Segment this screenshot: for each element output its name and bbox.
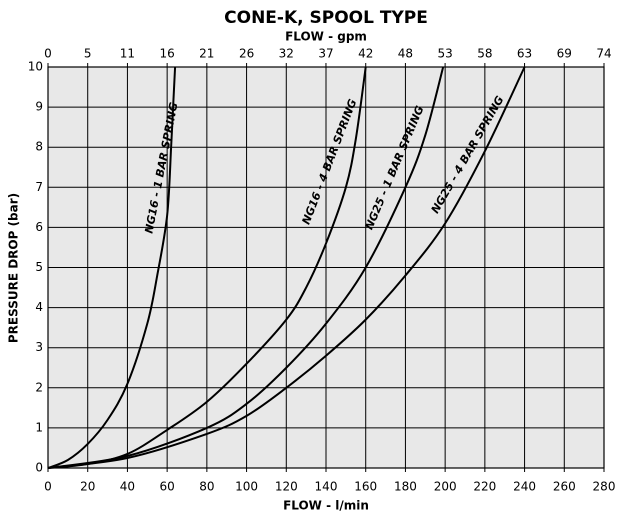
y-tick-label: 7	[35, 180, 43, 194]
y-axis-label: PRESSURE DROP (bar)	[7, 193, 21, 343]
x-tick-label: 100	[235, 480, 258, 494]
chart-title: CONE-K, SPOOL TYPE	[224, 8, 428, 28]
x2-tick-label: 69	[557, 47, 572, 61]
x2-tick-label: 32	[279, 47, 294, 61]
x2-tick-label: 21	[199, 47, 214, 61]
x-tick-label: 160	[354, 480, 377, 494]
x-tick-label: 40	[120, 480, 135, 494]
x-tick-label: 20	[80, 480, 95, 494]
x2-tick-label: 11	[120, 47, 135, 61]
y-tick-label: 10	[28, 60, 43, 74]
y-tick-label: 3	[35, 340, 43, 354]
x-tick-label: 200	[434, 480, 457, 494]
x2-tick-label: 37	[318, 47, 333, 61]
y-tick-label: 2	[35, 380, 43, 394]
x-tick-label: 60	[160, 480, 175, 494]
x-tick-label: 260	[553, 480, 576, 494]
x-axis-label: FLOW - l/min	[283, 499, 369, 513]
x-tick-label: 220	[473, 480, 496, 494]
y-tick-label: 1	[35, 420, 43, 434]
x2-tick-label: 0	[44, 47, 52, 61]
y-tick-label: 5	[35, 260, 43, 274]
x2-tick-label: 58	[477, 47, 492, 61]
x2-tick-label: 26	[239, 47, 254, 61]
x-tick-label: 0	[44, 480, 52, 494]
x2-tick-label: 42	[358, 47, 373, 61]
x-tick-label: 240	[513, 480, 536, 494]
series-line	[47, 66, 526, 469]
x-tick-label: 280	[593, 480, 616, 494]
x-tick-label: 180	[394, 480, 417, 494]
x-tick-label: 140	[315, 480, 338, 494]
x2-tick-label: 53	[437, 47, 452, 61]
y-tick-label: 9	[35, 100, 43, 114]
x-tick-label: 80	[199, 480, 214, 494]
series-line	[47, 66, 177, 469]
x2-tick-label: 5	[84, 47, 92, 61]
x2-axis-label: FLOW - gpm	[285, 30, 367, 44]
plot-border	[47, 66, 605, 469]
y-tick-label: 6	[35, 220, 43, 234]
y-tick-label: 0	[35, 461, 43, 475]
y-tick-label: 4	[35, 300, 43, 314]
x2-tick-label: 16	[159, 47, 174, 61]
x2-tick-label: 63	[517, 47, 532, 61]
y-tick-label: 8	[35, 140, 43, 154]
series-line	[47, 66, 367, 469]
x2-tick-label: 48	[398, 47, 413, 61]
x2-tick-label: 74	[596, 47, 611, 61]
x-tick-label: 120	[275, 480, 298, 494]
series-line	[47, 66, 445, 469]
